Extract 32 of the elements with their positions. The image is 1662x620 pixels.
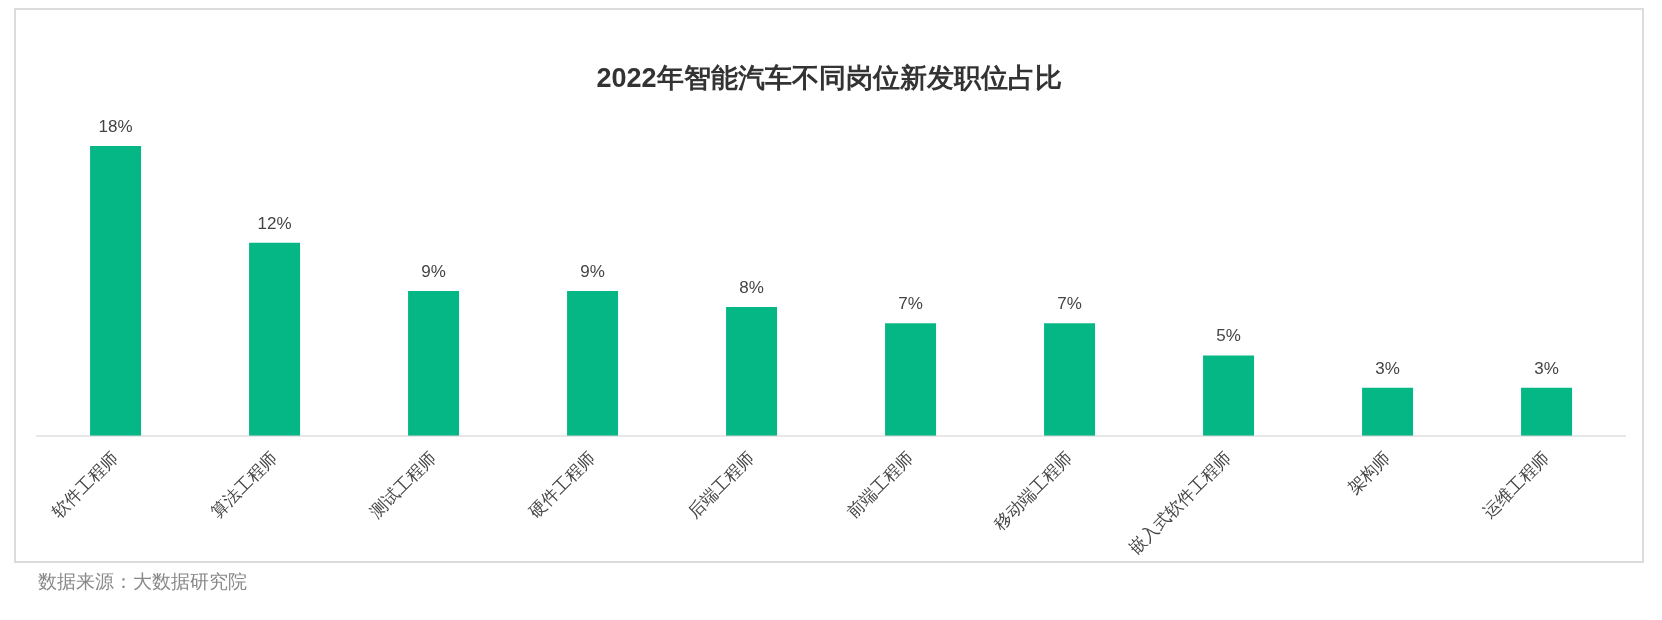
- x-tick-label: 嵌入式软件工程师: [1124, 448, 1235, 559]
- data-label: 3%: [1375, 358, 1400, 378]
- bar: [90, 146, 142, 436]
- x-tick-label: 运维工程师: [1478, 448, 1553, 523]
- bar: [567, 291, 619, 436]
- bar: [249, 242, 301, 436]
- x-tick-label: 移动端工程师: [989, 448, 1076, 535]
- x-tick-label: 算法工程师: [206, 448, 281, 523]
- x-tick-label: 硬件工程师: [524, 448, 599, 523]
- data-label: 7%: [1057, 294, 1082, 314]
- x-tick-label: 前端工程师: [842, 448, 917, 523]
- bar: [885, 323, 937, 436]
- data-label: 8%: [739, 278, 764, 298]
- x-tick-label: 架构师: [1344, 448, 1394, 499]
- chart-title: 2022年智能汽车不同岗位新发职位占比: [595, 62, 1063, 95]
- x-tick-label: 软件工程师: [47, 448, 122, 523]
- data-label: 5%: [1216, 326, 1241, 346]
- bar: [726, 307, 778, 436]
- data-label: 12%: [257, 213, 292, 233]
- bar: [408, 291, 460, 436]
- source-note: 数据来源：大数据研究院: [38, 570, 248, 594]
- data-label: 9%: [421, 262, 446, 281]
- data-label: 3%: [1534, 358, 1559, 378]
- x-tick-label: 测试工程师: [365, 448, 440, 523]
- bar: [1203, 355, 1255, 436]
- bar: [1044, 323, 1096, 436]
- bar: [1362, 387, 1414, 436]
- data-label: 18%: [98, 117, 133, 136]
- data-label: 9%: [580, 262, 605, 281]
- data-label: 7%: [898, 294, 923, 314]
- x-tick-label: 后端工程师: [683, 448, 758, 523]
- bar: [1521, 387, 1573, 436]
